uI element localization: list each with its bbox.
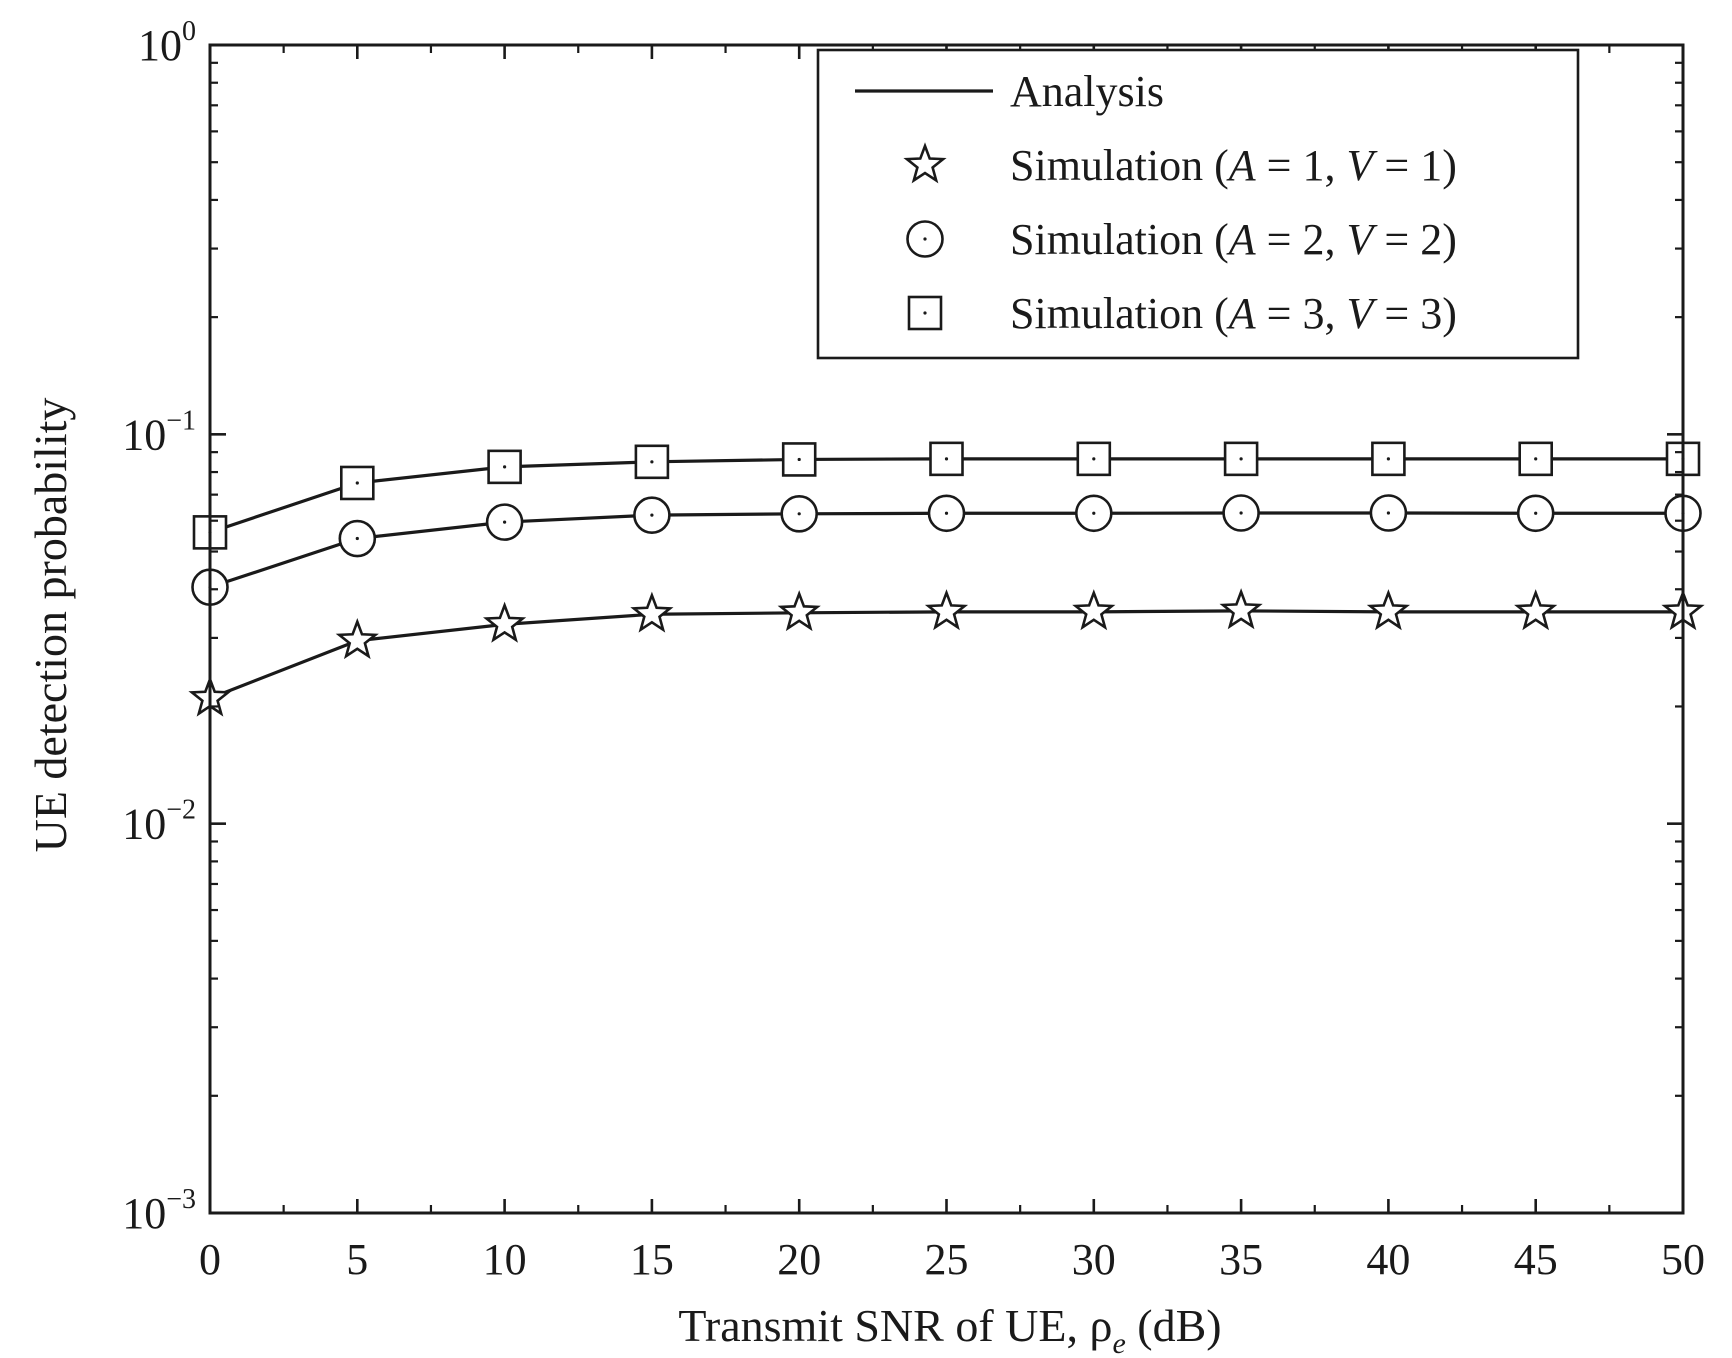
data-point-square [487, 449, 522, 485]
data-point-circle [1369, 494, 1408, 532]
x-axis-title-main: Transmit SNR of UE, ρ [678, 1300, 1112, 1351]
x-tick-label: 45 [1514, 1235, 1558, 1284]
data-point-square [1371, 441, 1406, 477]
legend-label: Simulation (A = 2, V = 2) [1010, 215, 1457, 264]
legend-marker-star [903, 142, 947, 184]
x-tick-label: 5 [346, 1235, 368, 1284]
data-point-square [1518, 441, 1553, 477]
data-point-square [1076, 441, 1112, 477]
legend-marker-square [907, 295, 943, 331]
data-point-star [630, 591, 674, 633]
data-point-square [929, 441, 964, 477]
data-point-star [1072, 589, 1116, 631]
data-point-square [634, 444, 670, 480]
data-point-circle [927, 494, 966, 533]
data-point-circle [338, 519, 377, 558]
y-tick-label: 10−2 [122, 795, 196, 849]
legend: Analysis Simulation (A = 1, V = 1) Simulat… [816, 48, 1580, 360]
y-tick-label: 10−1 [122, 405, 196, 459]
y-tick-label: 10−3 [122, 1184, 196, 1238]
y-axis-title: UE detection probability [25, 398, 76, 853]
x-axis-title-suffix: (dB) [1126, 1300, 1222, 1351]
data-point-square [339, 465, 375, 501]
data-point-circle [780, 495, 819, 533]
x-tick-label: 50 [1661, 1235, 1705, 1284]
legend-label: Simulation (A = 3, V = 3) [1010, 289, 1457, 338]
data-point-star [1366, 589, 1410, 631]
data-point-circle [485, 503, 524, 541]
y-tick-label: 100 [138, 16, 196, 70]
data-point-star [1514, 589, 1558, 631]
data-point-circle [1516, 494, 1555, 533]
x-tick-label: 20 [777, 1235, 821, 1284]
x-tick-label: 30 [1072, 1235, 1116, 1284]
data-point-star [483, 601, 527, 643]
data-point-circle [633, 496, 671, 534]
x-axis-title: Transmit SNR of UE, ρe (dB) [678, 1300, 1221, 1358]
x-tick-label: 25 [925, 1235, 969, 1284]
legend-label: Analysis [1010, 67, 1164, 116]
legend-entry-circle: Simulation (A = 2, V = 2) [906, 215, 1457, 264]
data-point-circle [1075, 494, 1113, 533]
data-point-square [781, 442, 817, 477]
data-point-star [335, 618, 379, 660]
x-tick-label: 35 [1219, 1235, 1263, 1284]
x-tick-label: 0 [199, 1235, 221, 1284]
axis-layer: 0 5 10 15 20 25 30 35 40 45 50 100 10−1 10−2 10−3 [122, 16, 1705, 1284]
x-axis-title-subscript: e [1112, 1327, 1125, 1358]
legend-marker-circle [906, 220, 944, 258]
data-point-star [777, 590, 821, 632]
data-point-circle [1222, 494, 1260, 532]
legend-entry-star: Simulation (A = 1, V = 1) [903, 141, 1457, 190]
x-tick-label: 10 [483, 1235, 527, 1284]
legend-label: Simulation (A = 1, V = 1) [1010, 141, 1457, 190]
data-point-star [924, 589, 969, 631]
data-point-star [1219, 588, 1263, 630]
legend-entry-line: Analysis [855, 67, 1164, 116]
x-tick-label: 15 [630, 1235, 674, 1284]
legend-box [816, 48, 1580, 360]
legend-entry-square: Simulation (A = 3, V = 3) [907, 289, 1457, 338]
x-tick-label: 40 [1366, 1235, 1410, 1284]
data-point-square [1223, 441, 1259, 477]
